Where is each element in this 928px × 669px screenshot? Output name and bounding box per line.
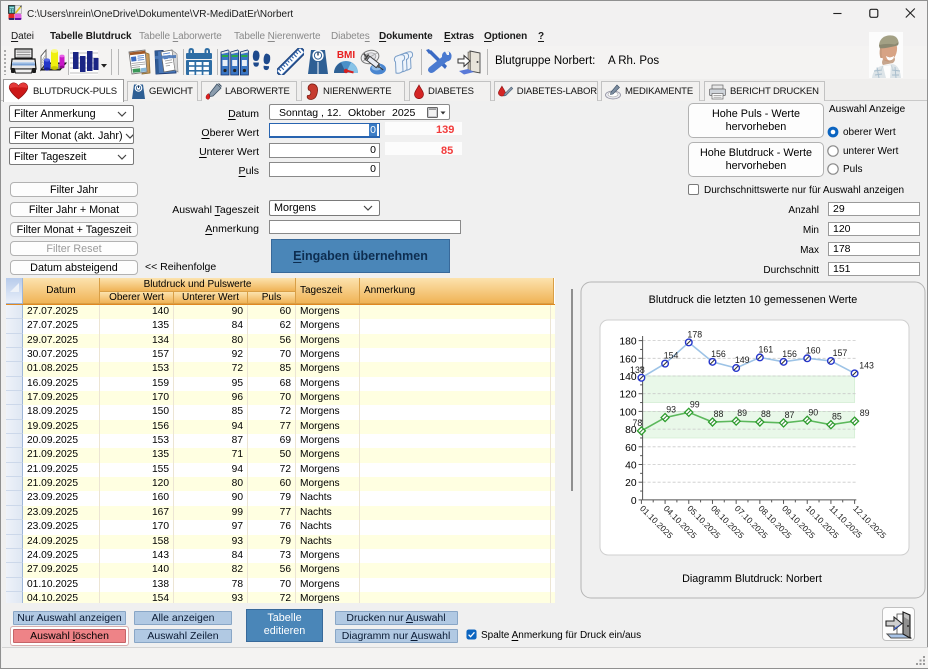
svg-text:157: 157 xyxy=(833,348,848,358)
svg-text:120: 120 xyxy=(619,390,636,401)
svg-text:178: 178 xyxy=(687,329,702,339)
svg-text:89: 89 xyxy=(737,408,747,418)
svg-text:140: 140 xyxy=(619,372,636,383)
svg-text:143: 143 xyxy=(859,360,874,370)
svg-text:156: 156 xyxy=(782,349,797,359)
svg-text:87: 87 xyxy=(785,410,795,420)
svg-text:160: 160 xyxy=(806,345,821,355)
svg-text:BMI: BMI xyxy=(337,50,356,61)
svg-text:154: 154 xyxy=(664,351,679,361)
svg-text:88: 88 xyxy=(761,409,771,419)
svg-text:161: 161 xyxy=(759,344,774,354)
svg-text:40: 40 xyxy=(625,461,637,472)
svg-text:160: 160 xyxy=(619,354,636,365)
svg-text:138: 138 xyxy=(630,365,645,375)
svg-text:20: 20 xyxy=(625,478,637,489)
svg-text:89: 89 xyxy=(860,408,870,418)
svg-text:80: 80 xyxy=(625,425,637,436)
svg-text:78: 78 xyxy=(633,418,643,428)
svg-text:85: 85 xyxy=(832,412,842,422)
svg-text:Blutdruck die letzten 10 gemes: Blutdruck die letzten 10 gemessenen Wert… xyxy=(649,294,858,306)
svg-text:149: 149 xyxy=(735,355,750,365)
svg-text:90: 90 xyxy=(808,407,818,417)
svg-text:Diagramm Blutdruck: Norbert: Diagramm Blutdruck: Norbert xyxy=(682,573,822,585)
svg-text:156: 156 xyxy=(711,349,726,359)
svg-text:60: 60 xyxy=(625,443,637,454)
svg-text:100: 100 xyxy=(619,407,636,418)
svg-text:88: 88 xyxy=(714,409,724,419)
svg-text:93: 93 xyxy=(666,405,676,415)
svg-text:0: 0 xyxy=(631,496,637,507)
svg-text:99: 99 xyxy=(690,399,700,409)
svg-text:180: 180 xyxy=(619,337,636,348)
